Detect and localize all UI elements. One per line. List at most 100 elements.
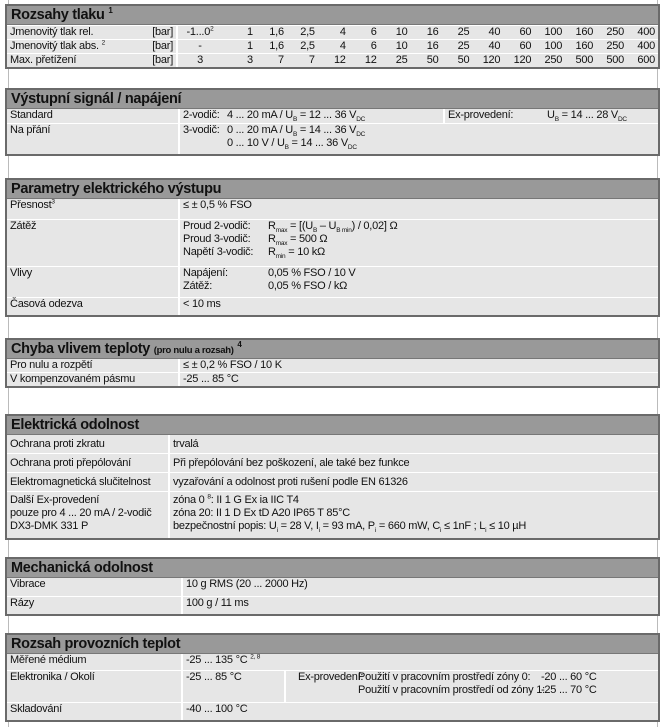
title-text: Rozsahy tlaku [11, 7, 105, 23]
unit: [bar] [150, 25, 178, 40]
pressure-value: 10 [379, 39, 411, 54]
pressure-value: 25 [379, 53, 411, 67]
row-label: Zátěž [7, 218, 180, 266]
pressure-value: -1...02 [177, 25, 225, 40]
zone-value: -25 ... 70 °C [541, 683, 597, 696]
item-value: Rmax = [(UB – UB min) / 0,02] Ω [268, 219, 398, 234]
zone-value: -20 ... 60 °C [541, 670, 597, 683]
pressure-value: 2,5 [286, 39, 318, 54]
item-label: Napájení: [183, 266, 228, 279]
thermal-error-section: Chyba vlivem teploty (pro nulu a rozsah)… [5, 338, 660, 388]
pressure-value: 40 [472, 39, 504, 54]
table-row: Na přání 3-vodič: 0 ... 20 mA / UB = 14 … [7, 122, 658, 154]
row-label: Max. přetížení [7, 53, 150, 67]
subscript: min [275, 252, 286, 260]
superscript: 2 [101, 39, 106, 47]
value: -25 ... 85 °C [179, 372, 658, 386]
pressure-value: 600 [626, 53, 658, 67]
row-label: Časová odezva [7, 296, 180, 315]
wire-type: 3-vodič: [179, 122, 224, 154]
pressure-value: 3 [177, 53, 225, 67]
pressure-value: 500 [596, 53, 627, 67]
row-label: Elektromagnetická slučitelnost [7, 472, 170, 492]
subscript: i [485, 527, 487, 535]
item-label: Zátěž: [183, 279, 213, 292]
table-row: Ochrana proti zkratu trvalá [7, 435, 658, 454]
value: trvalá [173, 438, 199, 450]
table-row: Časová odezva < 10 ms [7, 296, 658, 315]
pressure-value: 120 [503, 53, 535, 67]
table-row: Zátěž Proud 2-vodič: Rmax = [(UB – UB min)… [7, 218, 658, 266]
pressure-value: 50 [441, 53, 473, 67]
ex-label: Ex-provedení: [448, 109, 514, 121]
pressure-value: 60 [503, 25, 535, 40]
table-row: Elektromagnetická slučitelnost vyzařování… [7, 472, 658, 492]
row-label: Vlivy [7, 265, 180, 297]
value: 4 ... 20 mA / UB = 12 ... 36 VDC [224, 109, 445, 123]
table-row: Vlivy Napájení: 0,05 % FSO / 10 V Zátěž: 0,0… [7, 265, 658, 297]
pressure-value: 12 [348, 53, 380, 67]
value: 10 g RMS (20 ... 2000 Hz) [186, 578, 308, 590]
value: Při přepólování bez poškození, ale také … [169, 453, 658, 473]
pressure-value: 1,6 [255, 25, 287, 40]
output-signal-section: Výstupní signál / napájení Standard 2-vo… [5, 88, 660, 156]
pressure-value: 16 [410, 25, 442, 40]
zone-label: Použití v pracovním prostředí zóny 0: [358, 670, 531, 683]
subscript: max [275, 226, 288, 234]
item-value: 0,05 % FSO / 10 V [268, 266, 356, 279]
pressure-value: 1,6 [255, 39, 287, 54]
pressure-table: Jmenovitý tlak rel. [bar] -1...02 1 1,6 2,5 4 6… [7, 25, 658, 67]
table-row: Pro nulu a rozpětí ≤ ± 0,2 % FSO / 10 K [7, 359, 658, 373]
row-label: DX3-DMK 331 P [10, 520, 89, 532]
subscript: B [284, 143, 289, 151]
table-row: Vibrace 10 g RMS (20 ... 2000 Hz) [7, 578, 658, 596]
pressure-value: 250 [596, 39, 627, 54]
table-row: Měřené médium -25 ... 135 °C 2, 8 [7, 654, 658, 670]
value: ≤ ± 0,5 % FSO [183, 199, 252, 211]
subscript: i [374, 527, 377, 535]
value: 0 ... 10 V / UB = 14 ... 36 VDC [227, 136, 357, 151]
value: ≤ ± 0,2 % FSO / 10 K [183, 359, 282, 371]
electrical-output-section: Parametry elektrického výstupu Přesnost3… [5, 178, 660, 317]
row-label: Pro nulu a rozpětí [7, 359, 180, 373]
item-value: Rmin = 10 kΩ [268, 245, 325, 260]
pressure-value: 7 [286, 53, 318, 67]
row-label: Jmenovitý tlak rel. [7, 25, 150, 40]
title-text: Chyba vlivem teploty [11, 341, 151, 357]
subscript: B [312, 226, 318, 234]
mechanical-resistance-section: Mechanická odolnost Vibrace 10 g RMS (20 … [5, 557, 660, 616]
pressure-value: 120 [472, 53, 504, 67]
pressure-value: - [177, 39, 225, 54]
row-label: Ochrana proti přepólování [7, 453, 170, 473]
item-label: Proud 3-vodič: [183, 232, 251, 245]
table-row: Ochrana proti přepólování Při přepólování… [7, 453, 658, 473]
pressure-value: 100 [534, 39, 566, 54]
subscript: i [440, 527, 442, 535]
pressure-value: 40 [472, 25, 504, 40]
row-label: Skladování [7, 701, 183, 720]
row-label: Na přání [7, 122, 180, 154]
section-title: Rozsahy tlaku 1 [7, 6, 658, 25]
pressure-value: 4 [317, 25, 349, 40]
superscript: 2 [210, 25, 214, 33]
table-row: Přesnost3 ≤ ± 0,5 % FSO [7, 199, 658, 219]
pressure-value: 4 [317, 39, 349, 54]
pressure-value: 1 [225, 39, 256, 54]
pressure-value: 7 [255, 53, 287, 67]
value: bezpečnostní popis: Ui = 28 V, Ii = 93 m… [173, 520, 527, 535]
row-label: V kompenzovaném pásmu [7, 372, 180, 386]
item-value: 0,05 % FSO / kΩ [268, 279, 348, 292]
superscript: 3 [51, 198, 55, 206]
row-label: Přesnost3 [7, 198, 180, 219]
pressure-value: 10 [379, 25, 411, 40]
pressure-value: 2,5 [286, 25, 318, 40]
value: 100 g / 11 ms [182, 595, 658, 614]
row-label: Elektronika / Okolí [7, 669, 183, 702]
table-row: Elektronika / Okolí -25 ... 85 °C Ex-prov… [7, 669, 658, 702]
row-label: Ochrana proti zkratu [7, 435, 170, 454]
value: < 10 ms [179, 296, 658, 315]
pressure-value: 50 [410, 53, 442, 67]
row-label: pouze pro 4 ... 20 mA / 2-vodič [10, 507, 152, 519]
table-row: Max. přetížení [bar] 3 3 7 7 12 12 25 50 50 120 120 2… [7, 53, 658, 67]
superscript: 2, 8 [250, 653, 261, 661]
